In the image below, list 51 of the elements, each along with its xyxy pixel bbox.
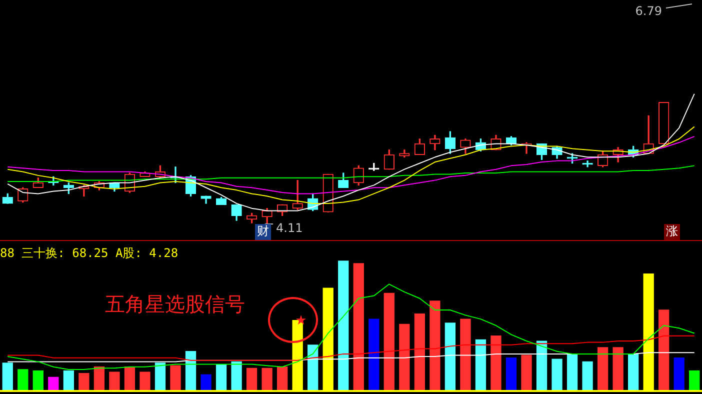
bar <box>246 368 258 390</box>
bar <box>308 344 318 390</box>
bar <box>353 263 364 390</box>
bar <box>262 368 272 390</box>
annotation: 五角星选股信号 <box>105 292 245 316</box>
bar <box>63 370 74 390</box>
bar <box>32 370 44 390</box>
annotation: 财 <box>257 224 269 238</box>
bar <box>322 288 334 390</box>
bar <box>94 366 105 390</box>
bar <box>444 322 456 390</box>
bar <box>612 347 624 390</box>
bar <box>216 364 227 390</box>
bar <box>368 318 380 390</box>
bar <box>140 372 150 390</box>
bar <box>414 314 426 390</box>
bar <box>18 369 28 390</box>
bar <box>658 310 670 390</box>
bar <box>552 358 562 390</box>
bar <box>185 351 196 390</box>
bar <box>109 372 120 390</box>
bar <box>48 376 59 390</box>
bar <box>170 365 181 390</box>
bar <box>475 339 486 390</box>
text: 6.79 <box>635 4 662 18</box>
bar <box>124 366 136 390</box>
bar <box>674 357 684 390</box>
bar <box>536 340 548 390</box>
bar <box>582 361 593 390</box>
bar <box>78 372 90 390</box>
bar <box>231 361 242 390</box>
bar <box>276 366 288 390</box>
bar <box>689 370 700 390</box>
bar <box>338 260 349 390</box>
bar <box>597 347 608 390</box>
bar <box>384 292 394 390</box>
bar <box>200 374 212 390</box>
bar <box>506 357 517 390</box>
bar <box>2 362 13 390</box>
bar <box>490 336 502 390</box>
text: 88 三十换: 68.25 A股: 4.28 <box>0 246 178 260</box>
bar <box>628 354 639 390</box>
bar <box>460 318 471 390</box>
bar <box>154 362 166 390</box>
bar <box>399 324 410 390</box>
annotation: 4.11 <box>276 221 303 236</box>
annotation: 涨 <box>666 224 678 238</box>
bar <box>566 354 578 390</box>
bar <box>643 273 654 390</box>
bar <box>521 354 532 390</box>
bar <box>430 300 440 390</box>
